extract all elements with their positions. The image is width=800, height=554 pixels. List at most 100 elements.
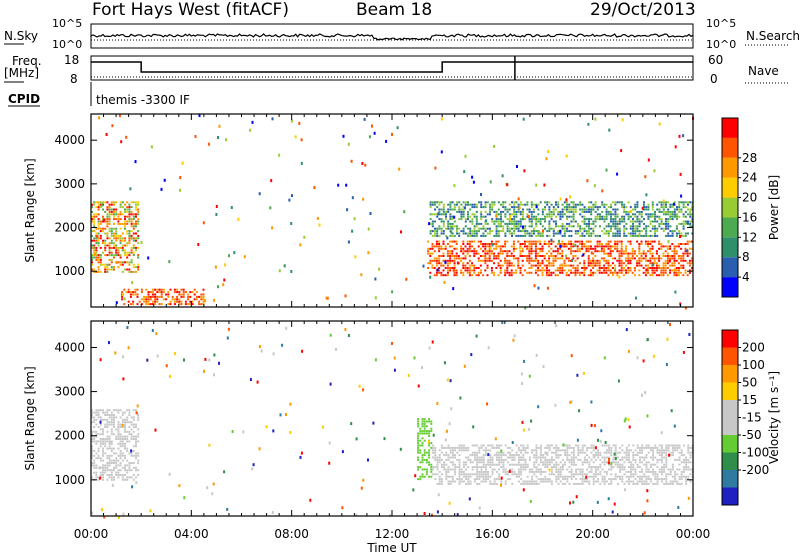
power-scatter-echo — [537, 286, 540, 290]
velocity-echo-cell-2 — [660, 454, 663, 457]
power-echo-cell-2 — [622, 274, 625, 277]
power-echo-cell-0 — [117, 215, 120, 218]
power-echo-cell-2 — [521, 274, 524, 277]
power-echo-cell-0 — [115, 227, 118, 230]
power-echo-cell-2 — [572, 257, 575, 260]
power-echo-cell-3 — [678, 222, 681, 225]
power-echo-cell-3 — [447, 227, 450, 230]
power-echo-cell-0 — [97, 268, 100, 271]
power-echo-cell-0 — [126, 222, 129, 225]
power-echo-cell-3 — [634, 225, 637, 228]
velocity-echo-cell-1 — [417, 418, 420, 421]
power-echo-cell-1 — [167, 291, 170, 294]
velocity-echo-cell-0 — [130, 428, 133, 431]
power-scatter-echo — [601, 189, 604, 193]
power-echo-cell-3 — [478, 227, 480, 230]
velocity-echo-cell-0 — [113, 478, 115, 481]
power-echo-cell-1 — [127, 300, 130, 303]
power-echo-cell-3 — [528, 218, 531, 221]
velocity-scatter-echo — [528, 374, 531, 378]
power-echo-cell-2 — [625, 271, 628, 274]
velocity-scatter-echo — [218, 361, 220, 365]
power-scatter-echo — [679, 235, 681, 238]
velocity-echo-cell-2 — [625, 458, 628, 461]
velocity-echo-cell-0 — [106, 430, 109, 433]
power-echo-cell-0 — [102, 218, 104, 221]
velocity-echo-cell-2 — [458, 473, 461, 476]
power-echo-cell-2 — [589, 245, 592, 248]
power-echo-cell-2 — [444, 274, 447, 277]
velocity-echo-cell-2 — [665, 482, 668, 485]
power-echo-cell-0 — [110, 210, 113, 213]
power-scatter-echo — [271, 226, 274, 230]
power-echo-cell-0 — [119, 210, 122, 213]
velocity-echo-cell-2 — [665, 444, 668, 447]
power-echo-cell-0 — [126, 242, 129, 245]
power-echo-cell-2 — [497, 262, 500, 265]
velocity-echo-cell-2 — [665, 478, 668, 481]
velocity-echo-cell-2 — [555, 449, 558, 452]
velocity-echo-cell-2 — [550, 444, 553, 447]
velocity-echo-cell-2 — [550, 468, 553, 471]
power-echo-cell-2 — [490, 252, 493, 255]
velocity-echo-cell-2 — [436, 468, 439, 471]
power-echo-cell-2 — [673, 257, 676, 260]
power-echo-cell-2 — [651, 269, 654, 272]
velocity-echo-cell-2 — [685, 482, 688, 485]
power-echo-cell-1 — [151, 293, 154, 296]
power-echo-cell-3 — [605, 208, 608, 211]
power-echo-cell-3 — [607, 230, 610, 233]
velocity-echo-cell-1 — [423, 422, 426, 425]
velocity-echo-cell-1 — [419, 432, 422, 435]
power-echo-cell-3 — [616, 227, 619, 230]
power-echo-cell-3 — [530, 234, 533, 237]
power-echo-cell-0 — [132, 222, 135, 225]
velocity-echo-cell-2 — [537, 446, 540, 449]
power-scatter-echo — [443, 280, 446, 284]
power-echo-cell-3 — [524, 230, 527, 233]
velocity-echo-cell-0 — [102, 469, 104, 472]
power-echo-cell-3 — [684, 201, 687, 204]
velocity-echo-cell-2 — [559, 475, 562, 478]
power-echo-cell-2 — [666, 267, 669, 269]
power-echo-cell-2 — [497, 245, 500, 248]
velocity-echo-cell-2 — [544, 478, 547, 481]
velocity-echo-cell-2 — [487, 478, 490, 481]
velocity-scatter-echo — [448, 501, 451, 505]
power-echo-cell-2 — [651, 240, 654, 243]
power-echo-cell-0 — [130, 234, 133, 237]
power-echo-cell-2 — [449, 257, 452, 260]
power-echo-cell-2 — [466, 271, 469, 274]
power-echo-cell-2 — [512, 240, 515, 243]
power-echo-cell-2 — [534, 255, 537, 257]
velocity-echo-cell-2 — [440, 473, 443, 476]
power-echo-cell-3 — [480, 201, 483, 204]
velocity-echo-cell-2 — [608, 444, 611, 447]
power-echo-cell-2 — [510, 274, 513, 277]
power-colorbar-label-6: 28 — [742, 151, 757, 165]
velocity-scatter-echo — [393, 368, 396, 372]
power-echo-cell-3 — [555, 203, 557, 206]
velocity-echo-cell-2 — [445, 470, 448, 473]
power-echo-cell-3 — [552, 213, 555, 216]
power-echo-cell-0 — [126, 261, 129, 264]
power-echo-cell-1 — [202, 298, 205, 301]
power-echo-cell-2 — [561, 269, 564, 272]
power-echo-cell-3 — [585, 210, 588, 213]
power-echo-cell-3 — [515, 210, 518, 213]
power-echo-cell-3 — [612, 213, 615, 216]
velocity-echo-cell-2 — [687, 444, 690, 447]
power-echo-cell-2 — [598, 259, 601, 262]
power-scatter-echo — [630, 210, 633, 213]
velocity-colorbar-label-5: -50 — [742, 428, 762, 442]
power-echo-cell-2 — [466, 247, 469, 250]
power-echo-cell-3 — [603, 232, 606, 235]
velocity-echo-cell-0 — [117, 423, 120, 426]
velocity-echo-cell-0 — [102, 452, 104, 455]
power-echo-cell-3 — [605, 203, 608, 206]
power-echo-cell-3 — [636, 206, 639, 209]
power-echo-cell-2 — [468, 255, 471, 257]
velocity-echo-cell-0 — [135, 435, 137, 438]
power-echo-cell-0 — [99, 246, 102, 249]
power-echo-cell-2 — [578, 243, 581, 245]
